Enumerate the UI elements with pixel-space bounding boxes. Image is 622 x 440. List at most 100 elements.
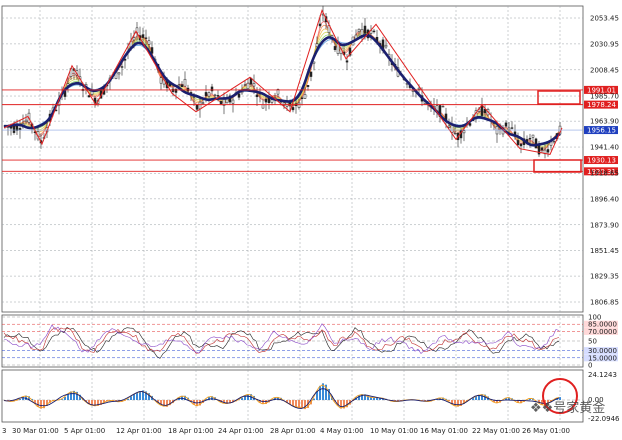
candle-body[interactable]: [261, 104, 265, 109]
candle-body[interactable]: [297, 102, 301, 108]
macd-histogram-bar: [370, 396, 372, 400]
price-axis-label: 1829.35: [590, 273, 619, 281]
candle-body[interactable]: [132, 37, 136, 41]
candle-body[interactable]: [363, 25, 367, 34]
level-tag: [584, 85, 618, 94]
candle-body[interactable]: [300, 97, 304, 99]
candle-body[interactable]: [120, 66, 124, 68]
macd-histogram-bar: [337, 400, 339, 406]
candle-body[interactable]: [504, 122, 508, 127]
candle-body[interactable]: [12, 125, 16, 133]
candle-body[interactable]: [318, 23, 322, 27]
candle-body[interactable]: [552, 140, 556, 143]
macd-histogram-bar: [460, 400, 462, 406]
macd-signal-line: [3, 388, 560, 409]
resistance-box[interactable]: [537, 90, 581, 105]
candle-body[interactable]: [195, 104, 199, 110]
candle-body[interactable]: [510, 127, 514, 129]
candle-body[interactable]: [150, 47, 154, 54]
candle-body[interactable]: [315, 43, 319, 47]
candle-body[interactable]: [441, 105, 445, 108]
candle-body[interactable]: [516, 140, 520, 146]
candle-body[interactable]: [282, 102, 286, 106]
candle-body[interactable]: [183, 78, 187, 87]
candle-body[interactable]: [174, 88, 178, 93]
candle-body[interactable]: [264, 98, 268, 103]
candle-body[interactable]: [306, 85, 310, 87]
candle-body[interactable]: [243, 84, 247, 86]
candle-body[interactable]: [177, 84, 181, 87]
candle-body[interactable]: [204, 92, 208, 97]
candles[interactable]: [3, 5, 562, 159]
candle-body[interactable]: [462, 130, 466, 134]
macd-histogram-bar: [421, 400, 423, 401]
candle-body[interactable]: [198, 101, 202, 110]
candle-body[interactable]: [312, 61, 316, 64]
candle-body[interactable]: [255, 94, 259, 98]
candle-body[interactable]: [540, 147, 544, 151]
time-axis-label: 16 May 01:00: [420, 427, 468, 435]
candle-body[interactable]: [468, 123, 472, 126]
candle-body[interactable]: [528, 137, 532, 140]
candle-body[interactable]: [303, 94, 307, 99]
candle-body[interactable]: [216, 95, 220, 97]
candle-body[interactable]: [417, 87, 421, 90]
ma-ribbon-line: [3, 20, 561, 152]
candle-body[interactable]: [237, 93, 241, 98]
candle-body[interactable]: [219, 101, 223, 105]
candle-body[interactable]: [372, 30, 376, 33]
candle-body[interactable]: [147, 40, 151, 45]
macd-histogram-bar: [49, 400, 51, 403]
candle-body[interactable]: [144, 37, 148, 39]
macd-histogram-bar: [529, 398, 531, 400]
candle-body[interactable]: [276, 89, 280, 95]
candle-body[interactable]: [180, 84, 184, 88]
candle-body[interactable]: [24, 119, 28, 122]
time-axis-label: 18 Apr 01:00: [168, 427, 214, 435]
candle-body[interactable]: [345, 60, 349, 63]
macd-histogram-bar: [223, 400, 225, 404]
candle-body[interactable]: [309, 71, 313, 77]
candle-body[interactable]: [207, 92, 211, 97]
candle-body[interactable]: [480, 105, 484, 116]
macd-histogram-bar: [85, 400, 87, 402]
support-box[interactable]: [533, 159, 582, 173]
candle-body[interactable]: [18, 128, 22, 131]
price-axis-label: 1851.45: [590, 247, 619, 255]
candle-body[interactable]: [519, 143, 523, 147]
candle-body[interactable]: [201, 102, 205, 104]
time-axis-label: 3: [2, 427, 6, 435]
candle-body[interactable]: [453, 132, 457, 135]
candle-body[interactable]: [507, 127, 511, 131]
macd-histogram-bar: [322, 383, 324, 400]
candle-body[interactable]: [531, 134, 535, 138]
candle-body[interactable]: [357, 28, 361, 32]
candle-body[interactable]: [348, 47, 352, 56]
candle-body[interactable]: [213, 94, 217, 96]
candle-body[interactable]: [546, 149, 550, 153]
candle-body[interactable]: [333, 46, 337, 50]
candle-body[interactable]: [291, 107, 295, 111]
macd-histogram-bar: [142, 390, 144, 400]
macd-histogram-bar: [160, 400, 162, 406]
candle-body[interactable]: [87, 95, 91, 98]
macd-histogram-bar: [133, 394, 135, 400]
price-levels[interactable]: 1991.01 1978.24 1930.13 1920.31 1956.15: [2, 85, 618, 176]
candle-body[interactable]: [210, 86, 214, 92]
candle-body[interactable]: [141, 34, 145, 38]
candle-body[interactable]: [117, 72, 121, 75]
candle-body[interactable]: [360, 29, 364, 36]
macd-histogram-bar: [547, 400, 549, 405]
candle-body[interactable]: [159, 77, 163, 84]
rsi-axis-label: 50: [588, 338, 597, 346]
candle-body[interactable]: [483, 109, 487, 114]
price-axis-label: 1873.90: [590, 221, 619, 229]
price-axis-label: 1806.85: [590, 299, 619, 307]
candle-body[interactable]: [231, 99, 235, 104]
candle-body[interactable]: [384, 44, 388, 48]
candle-body[interactable]: [534, 138, 538, 149]
candle-body[interactable]: [252, 83, 256, 87]
candle-body[interactable]: [246, 82, 250, 90]
candle-body[interactable]: [447, 125, 451, 128]
